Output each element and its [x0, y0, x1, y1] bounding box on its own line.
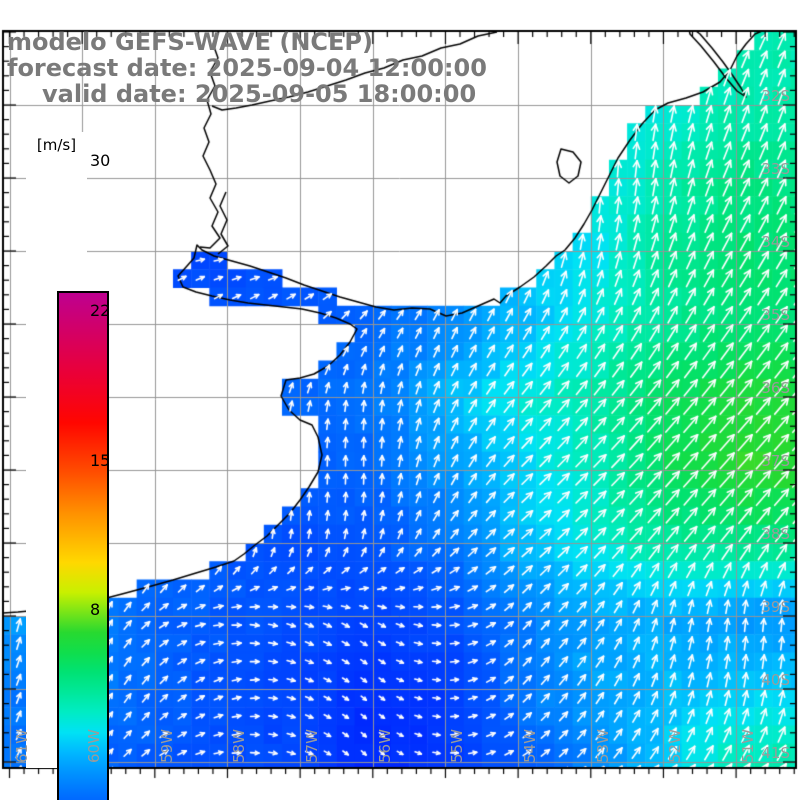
- colorbar-unit-label: [m/s]: [36, 136, 77, 154]
- lon-label: 54W: [521, 729, 540, 763]
- lon-label: 59W: [157, 729, 176, 763]
- lat-label: 36S: [761, 379, 790, 397]
- lon-label: 58W: [230, 729, 249, 763]
- lat-label: 37S: [761, 452, 790, 470]
- lat-label: 39S: [761, 598, 790, 616]
- lon-label: 57W: [303, 729, 322, 763]
- colorbar-tick-label: 30: [90, 151, 111, 170]
- lon-label: 56W: [375, 729, 394, 763]
- lat-label: 35S: [761, 306, 790, 324]
- colorbar-tick-label: 15: [90, 450, 111, 470]
- lon-label: 53W: [593, 729, 612, 763]
- colorbar-gradient: [57, 291, 109, 800]
- lat-label: 34S: [761, 233, 790, 251]
- valid-date: valid date: 2025-09-05 18:00:00: [42, 80, 477, 108]
- lat-label: 32S: [761, 87, 790, 105]
- lon-label: 55W: [448, 729, 467, 763]
- lon-label: 52W: [666, 729, 685, 763]
- lat-label: 40S: [761, 671, 790, 689]
- lon-label: 60W: [85, 729, 104, 763]
- colorbar-tick-label: 8: [90, 600, 101, 620]
- forecast-date: forecast date: 2025-09-04 12:00:00: [7, 54, 487, 82]
- lon-label: 61W: [12, 729, 31, 763]
- model-title: modelo GEFS-WAVE (NCEP): [7, 28, 373, 56]
- lat-label: 33S: [761, 160, 790, 178]
- colorbar: [26, 132, 109, 800]
- lat-label: 41S: [761, 744, 790, 762]
- lat-label: 38S: [761, 525, 790, 543]
- colorbar-tick-label: 22: [90, 300, 111, 320]
